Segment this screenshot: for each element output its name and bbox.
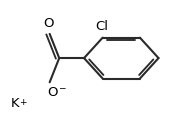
Text: K: K <box>11 97 19 110</box>
Text: −: − <box>58 83 66 92</box>
Text: +: + <box>19 98 26 107</box>
Text: O: O <box>47 86 58 99</box>
Text: O: O <box>44 17 54 30</box>
Text: Cl: Cl <box>95 20 108 33</box>
